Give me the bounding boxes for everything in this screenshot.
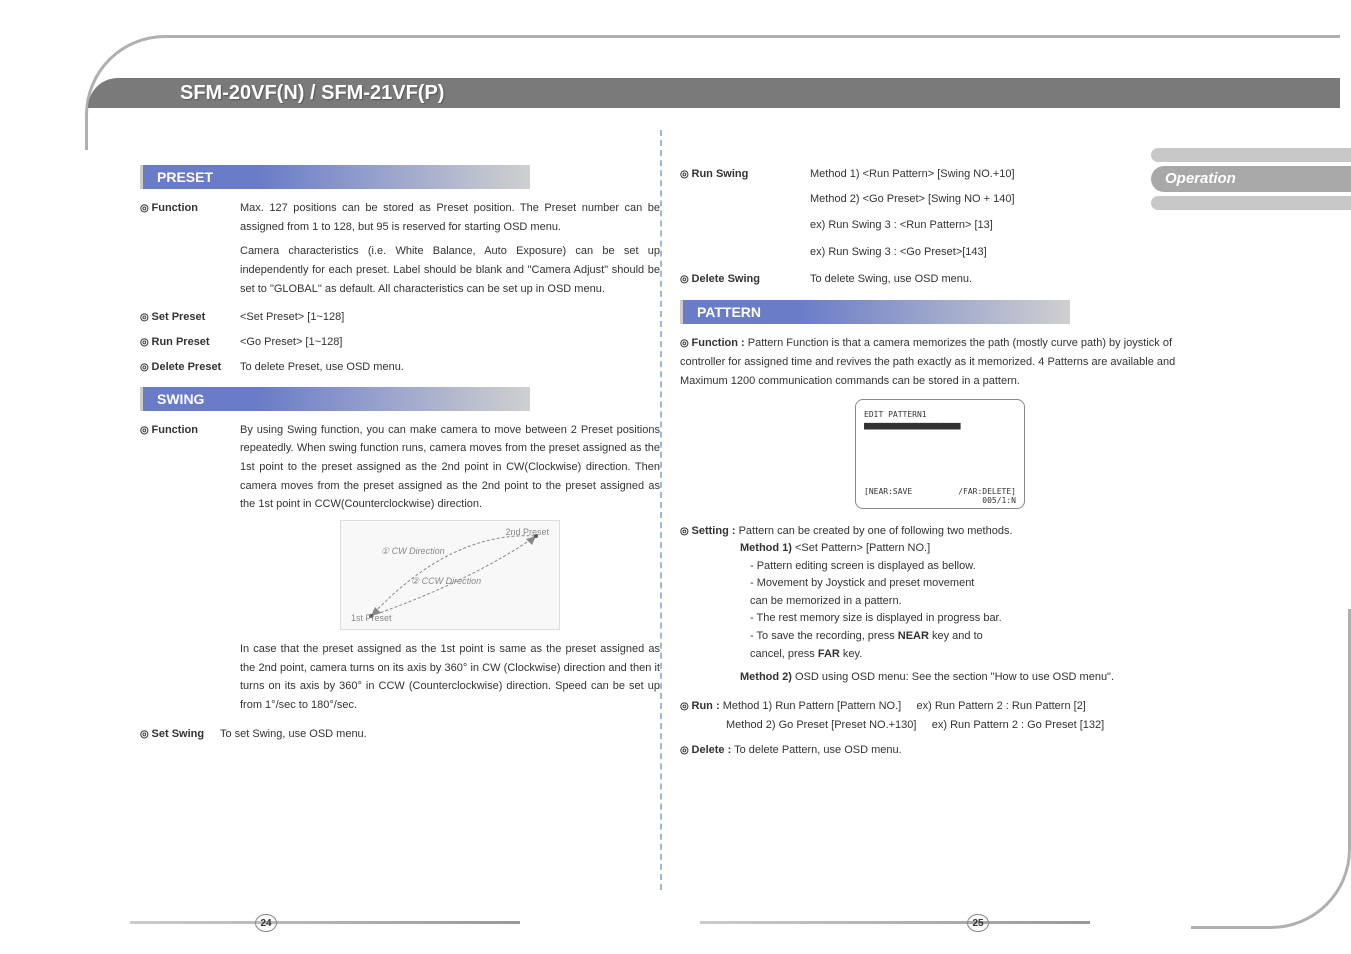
swing-diagram: 2nd Preset 1st Preset ① CW Direction ② C… (340, 520, 560, 630)
delete-preset-text: To delete Preset, use OSD menu. (240, 358, 660, 377)
page-number-right: 25 (967, 914, 989, 932)
pattern-run: Run : Method 1) Run Pattern [Pattern NO.… (680, 697, 1200, 734)
delete-swing-label: Delete Swing (680, 270, 780, 289)
pattern-function-label: Function : (680, 337, 745, 349)
edit-pct: 005/1:N (864, 496, 1016, 505)
swing-diagram-wrap: 2nd Preset 1st Preset ① CW Direction ② C… (140, 520, 660, 630)
run-swing-m1: Method 1) <Run Pattern> [Swing NO.+10] (780, 165, 1200, 184)
delete-label: Delete : (680, 744, 731, 756)
method2-label: Method 2) (740, 671, 792, 683)
page-number-left: 24 (255, 914, 277, 932)
method1-text: <Set Pattern> [Pattern NO.] (792, 542, 930, 554)
swing-header: SWING (140, 387, 530, 411)
m1-d-post: key and to (929, 630, 983, 642)
run-m2-ex: ex) Run Pattern 2 : Go Preset [132] (932, 719, 1104, 731)
run-m2-row: Method 2) Go Preset [Preset NO.+130] ex)… (680, 716, 1200, 735)
pattern-header: PATTERN (680, 300, 1070, 324)
run-swing-ex1: ex) Run Swing 3 : <Run Pattern> [13] (680, 216, 1200, 235)
m1-e-far: FAR (818, 648, 840, 660)
edit-near: [NEAR:SAVE (864, 487, 912, 496)
edit-bars: ■■■■■■■■■■■■■■■■■ (864, 419, 1016, 432)
method2-text: OSD using OSD menu: See the section "How… (792, 671, 1114, 683)
content: PRESET Function Max. 127 positions can b… (140, 165, 1240, 756)
tab-bar-top (1151, 148, 1351, 162)
m1-line-e: cancel, press FAR key. (750, 646, 1200, 664)
delete-swing-text: To delete Swing, use OSD menu. (780, 270, 1200, 289)
method1-block: Method 1) <Set Pattern> [Pattern NO.] - … (680, 540, 1200, 687)
run-preset-text: <Go Preset> [1~128] (240, 333, 660, 352)
setting-label: Setting : (680, 525, 736, 537)
m1-e-pre: cancel, press (750, 648, 818, 660)
preset-function-text2: Camera characteristics (i.e. White Balan… (140, 242, 660, 298)
edit-title: EDIT PATTERN1 (864, 410, 1016, 419)
run-preset-label: Run Preset (140, 333, 240, 352)
setting-text: Pattern can be created by one of followi… (739, 525, 1013, 537)
set-preset-label: Set Preset (140, 308, 240, 327)
preset-function-row: Function Max. 127 positions can be store… (140, 199, 660, 236)
run-swing-row: Run Swing Method 1) <Run Pattern> [Swing… (680, 165, 1200, 184)
diagram-ccw: ② CCW Direction (411, 576, 481, 587)
function-text: Max. 127 positions can be stored as Pres… (240, 199, 660, 236)
set-preset-text: <Set Preset> [1~128] (240, 308, 660, 327)
set-swing-label: Set Swing (140, 725, 220, 744)
run-m2: Method 2) Go Preset [Preset NO.+130] (726, 719, 916, 731)
m1-line-c: - The rest memory size is displayed in p… (750, 610, 1200, 628)
diagram-cw: ① CW Direction (381, 546, 445, 557)
swing-function-text: By using Swing function, you can make ca… (240, 421, 660, 514)
m1-line-b: - Movement by Joystick and preset moveme… (750, 575, 1200, 593)
edit-bottom: [NEAR:SAVE /FAR:DELETE] (864, 487, 1016, 496)
run-m1: Method 1) Run Pattern [Pattern NO.] (723, 700, 902, 712)
method1-label: Method 1) (740, 542, 792, 554)
m1-line-a: - Pattern editing screen is displayed as… (750, 558, 1200, 576)
run-preset-row: Run Preset <Go Preset> [1~128] (140, 333, 660, 352)
m1-e-post: key. (840, 648, 862, 660)
set-preset-row: Set Preset <Set Preset> [1~128] (140, 308, 660, 327)
delete-text: To delete Pattern, use OSD menu. (734, 744, 902, 756)
edit-pattern-box: EDIT PATTERN1 ■■■■■■■■■■■■■■■■■ [NEAR:SA… (855, 399, 1025, 509)
swing-function-label: Function (140, 421, 240, 514)
delete-preset-row: Delete Preset To delete Preset, use OSD … (140, 358, 660, 377)
function-label: Function (140, 199, 240, 236)
m1-d-near: NEAR (898, 630, 929, 642)
swing-note: In case that the preset assigned as the … (140, 640, 660, 715)
diagram-2nd-preset: 2nd Preset (505, 527, 549, 537)
edit-far: /FAR:DELETE] (958, 487, 1016, 496)
diagram-1st-preset: 1st Preset (351, 613, 392, 623)
m1-line-b2: can be memorized in a pattern. (750, 593, 1200, 611)
set-swing-row: Set Swing To set Swing, use OSD menu. (140, 725, 660, 744)
run-swing-label: Run Swing (680, 165, 780, 184)
pattern-delete: Delete : To delete Pattern, use OSD menu… (680, 744, 1200, 756)
left-column: PRESET Function Max. 127 positions can b… (140, 165, 660, 756)
pattern-function-text: Pattern Function is that a camera memori… (680, 337, 1175, 386)
delete-preset-label: Delete Preset (140, 358, 240, 377)
run-label: Run : (680, 700, 720, 712)
m1-line-d: - To save the recording, press NEAR key … (750, 628, 1200, 646)
preset-header: PRESET (140, 165, 530, 189)
page-bar-left (130, 921, 520, 924)
header-title: SFM-20VF(N) / SFM-21VF(P) (180, 78, 444, 108)
pattern-function: Function : Pattern Function is that a ca… (680, 334, 1200, 390)
set-swing-text: To set Swing, use OSD menu. (220, 725, 660, 744)
right-column: Run Swing Method 1) <Run Pattern> [Swing… (680, 165, 1200, 756)
page-bar-right (700, 921, 1090, 924)
run-swing-ex2: ex) Run Swing 3 : <Go Preset>[143] (680, 243, 1200, 262)
pattern-setting: Setting : Pattern can be created by one … (680, 523, 1200, 541)
delete-swing-row: Delete Swing To delete Swing, use OSD me… (680, 270, 1200, 289)
run-m1-ex: ex) Run Pattern 2 : Run Pattern [2] (917, 700, 1086, 712)
run-swing-m2: Method 2) <Go Preset> [Swing NO + 140] (680, 190, 1200, 209)
m1-d-pre: - To save the recording, press (750, 630, 898, 642)
swing-function-row: Function By using Swing function, you ca… (140, 421, 660, 514)
